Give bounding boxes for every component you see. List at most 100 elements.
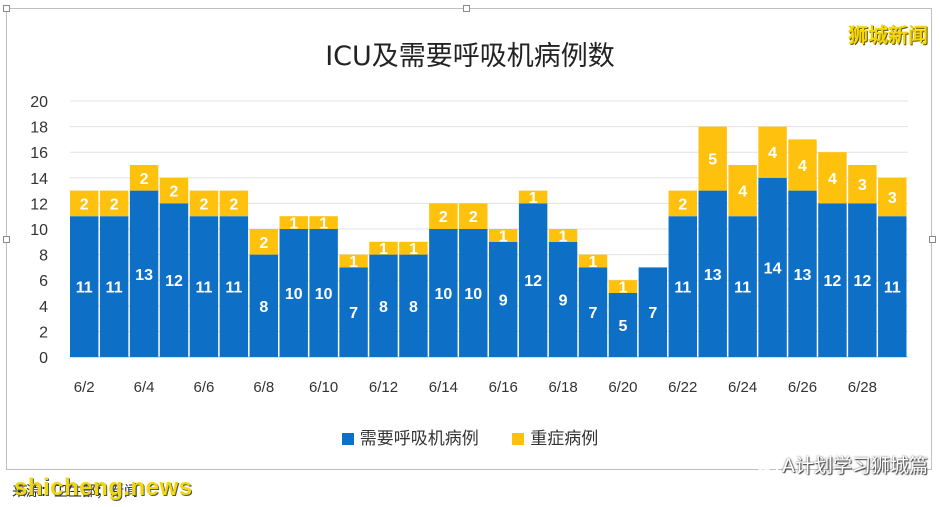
bar-critical [129,165,159,191]
data-label-critical: 1 [559,228,568,245]
bar-critical [219,190,249,217]
y-tick-label: 12 [30,196,48,213]
data-label-critical: 4 [738,184,747,201]
legend-label-ventilator: 需要呼吸机病例 [359,429,479,449]
bar-ventilator [489,241,518,357]
resize-handle-top-left[interactable] [3,5,10,12]
bar-ventilator [70,216,99,357]
bar-ventilator [698,190,727,357]
data-label-critical: 2 [259,235,268,252]
data-label-critical: 3 [888,190,897,207]
bar-ventilator [818,203,847,357]
bar-ventilator [399,254,428,357]
watermark-account: A计划学习狮城篇 [756,451,928,478]
x-tick-label: 6/16 [489,379,518,396]
x-tick-label: 6/26 [788,379,817,396]
x-tick-label: 6/8 [253,379,274,396]
data-label-ventilator: 7 [648,305,657,322]
x-tick-label: 6/20 [608,379,637,396]
x-tick-label: 6/10 [309,379,338,396]
watermark-website: shicheng.news [14,474,193,501]
x-tick-label: 6/6 [193,379,214,396]
data-label-ventilator: 10 [285,286,303,303]
data-label-critical: 1 [589,254,598,271]
bar-critical [459,203,488,229]
legend-label-critical: 重症病例 [530,429,599,449]
data-label-critical: 4 [798,158,807,175]
data-label-critical: 2 [678,196,687,213]
wechat-icon [756,458,778,474]
bar-ventilator [129,190,159,357]
chart-title: ICU及需要呼吸机病例数 [325,41,615,72]
x-tick-label: 6/12 [369,379,398,396]
bar-critical [788,139,817,191]
data-label-ventilator: 12 [853,273,871,290]
data-label-critical: 1 [529,190,538,207]
bar-ventilator [608,293,638,357]
y-tick-label: 18 [30,120,48,137]
legend-swatch-ventilator [341,433,354,445]
bar-ventilator [339,267,368,357]
bar-critical [489,229,518,242]
data-label-critical: 2 [229,196,238,213]
data-label-ventilator: 10 [434,286,452,303]
bar-ventilator [459,229,488,357]
bar-critical [249,229,278,255]
data-label-ventilator: 11 [76,280,93,297]
legend-item-ventilator[interactable]: 需要呼吸机病例 [341,424,479,449]
bar-ventilator [668,216,697,357]
data-label-ventilator: 5 [618,318,627,335]
y-tick-label: 10 [30,222,48,239]
data-label-critical: 1 [409,241,418,258]
x-tick-label: 6/2 [74,379,95,396]
bar-critical [399,241,428,255]
data-label-critical: 1 [618,280,627,297]
y-tick-label: 4 [39,299,48,316]
source-note: 来源：卫生部；新闻 [12,484,138,500]
resize-handle-top[interactable] [463,5,470,12]
legend-item-critical[interactable]: 重症病例 [512,424,598,449]
bar-ventilator [369,254,398,357]
data-label-ventilator: 12 [165,273,183,290]
watermark-logo-top: 狮城新闻 [848,23,928,47]
data-label-critical: 3 [858,177,867,194]
bar-ventilator [99,216,129,357]
bar-critical [668,190,697,217]
data-label-critical: 5 [708,152,717,169]
bar-critical [429,203,458,229]
resize-handle-right[interactable] [929,236,936,243]
data-label-ventilator: 9 [559,292,568,309]
bar-ventilator [309,229,338,357]
data-label-critical: 1 [349,254,358,271]
data-label-critical: 2 [199,196,208,213]
legend-swatch-critical [512,433,525,445]
x-tick-label: 6/18 [548,379,577,396]
x-tick-label: 6/14 [429,379,458,396]
bar-critical [369,241,398,255]
y-axis-ticks: 0 2 4 6 8 10 12 14 16 18 20 [30,94,48,367]
bar-ventilator [638,267,668,357]
bar-ventilator [788,190,817,357]
data-label-critical: 2 [110,196,119,213]
bar-ventilator [728,216,757,357]
bar-critical [99,190,129,217]
resize-handle-left[interactable] [3,236,10,243]
data-label-critical: 2 [140,171,149,188]
data-label-ventilator: 9 [499,292,508,309]
bar-ventilator [189,216,219,357]
data-label-critical: 2 [170,184,179,201]
y-tick-label: 0 [39,350,48,367]
bar-critical [698,126,727,191]
bar-critical [608,280,638,293]
watermark-account-label: A计划学习狮城篇 [782,455,928,477]
bar-critical [878,177,907,217]
data-label-ventilator: 11 [195,280,212,297]
data-label-ventilator: 13 [135,267,153,284]
data-label-ventilator: 14 [764,260,782,277]
bar-ventilator [848,203,877,357]
bar-critical [159,177,189,204]
data-label-critical: 1 [499,228,508,245]
bar-ventilator [878,216,907,357]
bar-critical [189,190,219,217]
bar-critical [279,216,308,229]
